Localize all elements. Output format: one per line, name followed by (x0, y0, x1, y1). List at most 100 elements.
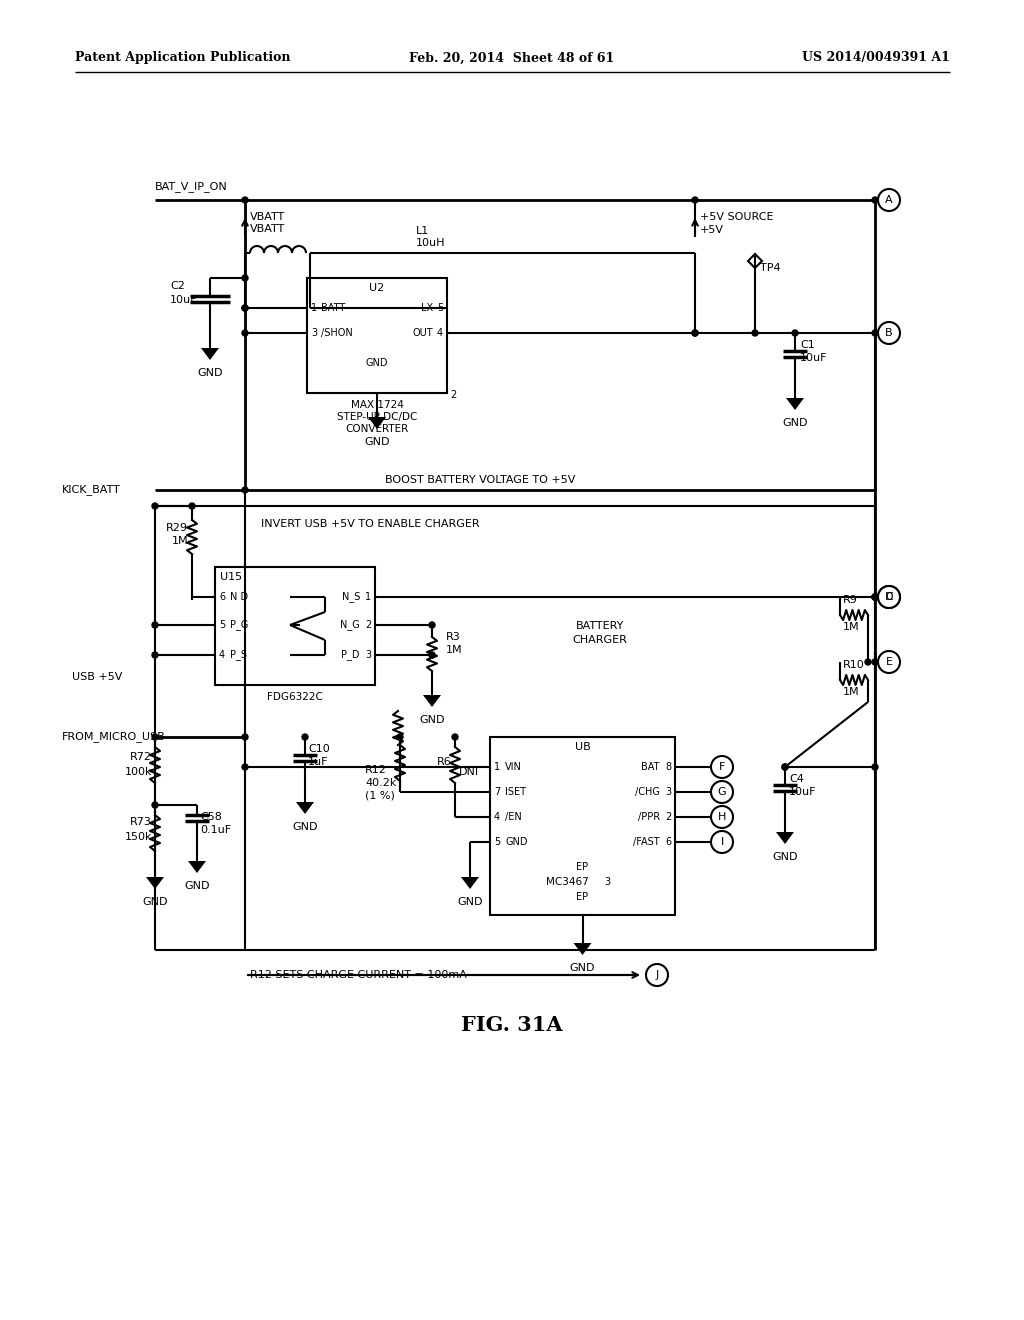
Bar (490, 737, 675, 915)
Text: 4: 4 (494, 812, 500, 822)
Circle shape (302, 734, 308, 741)
Text: GND: GND (569, 964, 595, 973)
Polygon shape (786, 399, 804, 411)
Text: GND: GND (505, 837, 527, 847)
Text: 100k: 100k (125, 767, 152, 777)
Text: N D: N D (230, 591, 248, 602)
Text: J: J (655, 970, 658, 979)
Text: 10uH: 10uH (416, 238, 445, 248)
Text: VBATT: VBATT (250, 224, 286, 234)
Text: OUT: OUT (413, 327, 433, 338)
Polygon shape (201, 348, 219, 360)
Circle shape (152, 734, 158, 741)
Text: 10uF: 10uF (170, 294, 198, 305)
Text: C4: C4 (790, 774, 804, 784)
Text: 4: 4 (219, 649, 225, 660)
Circle shape (692, 197, 698, 203)
Text: MAX 1724: MAX 1724 (350, 400, 403, 411)
Circle shape (865, 659, 871, 665)
Text: U2: U2 (370, 282, 385, 293)
Polygon shape (368, 417, 386, 429)
Text: 40.2k: 40.2k (365, 777, 396, 788)
Text: N_S: N_S (342, 591, 360, 602)
Text: L1: L1 (416, 226, 429, 236)
Text: 4: 4 (437, 327, 443, 338)
Text: 3: 3 (365, 649, 371, 660)
Text: LX: LX (421, 304, 433, 313)
Text: 3: 3 (665, 787, 671, 797)
Text: 1M: 1M (843, 686, 859, 697)
Circle shape (878, 189, 900, 211)
Circle shape (152, 622, 158, 628)
Text: 1uF: 1uF (308, 756, 329, 767)
Circle shape (711, 756, 733, 777)
Circle shape (878, 586, 900, 609)
Circle shape (429, 652, 435, 657)
Text: EP: EP (577, 862, 589, 873)
Text: Feb. 20, 2014  Sheet 48 of 61: Feb. 20, 2014 Sheet 48 of 61 (410, 51, 614, 65)
Circle shape (872, 594, 878, 601)
Text: KICK_BATT: KICK_BATT (62, 484, 121, 495)
Text: /SHON: /SHON (321, 327, 352, 338)
Text: FROM_MICRO_USB: FROM_MICRO_USB (62, 731, 166, 742)
Text: BATT: BATT (321, 304, 345, 313)
Text: GND: GND (419, 715, 444, 725)
Text: 1M: 1M (171, 536, 188, 546)
Text: /EN: /EN (505, 812, 522, 822)
Text: R9: R9 (843, 595, 858, 605)
Text: 0.1uF: 0.1uF (200, 825, 231, 836)
Circle shape (242, 197, 248, 203)
Circle shape (872, 197, 878, 203)
Bar (307, 279, 447, 393)
Text: 5: 5 (437, 304, 443, 313)
Text: 2: 2 (665, 812, 671, 822)
Circle shape (711, 807, 733, 828)
Text: +5V: +5V (700, 224, 724, 235)
Circle shape (692, 330, 698, 337)
Text: B: B (885, 327, 893, 338)
Text: E: E (886, 657, 893, 667)
Circle shape (872, 594, 878, 601)
Polygon shape (748, 253, 762, 268)
Text: US 2014/0049391 A1: US 2014/0049391 A1 (802, 51, 950, 65)
Polygon shape (296, 803, 314, 814)
Circle shape (429, 622, 435, 628)
Text: 1: 1 (365, 591, 371, 602)
Circle shape (152, 503, 158, 510)
Text: 2: 2 (365, 620, 371, 630)
Text: 8: 8 (665, 762, 671, 772)
Text: TP4: TP4 (760, 263, 780, 273)
Polygon shape (423, 696, 441, 708)
Text: 1M: 1M (446, 645, 463, 655)
Circle shape (152, 652, 158, 657)
Text: VBATT: VBATT (250, 213, 286, 222)
Circle shape (242, 305, 248, 312)
Circle shape (878, 322, 900, 345)
Text: 3: 3 (604, 876, 610, 887)
Circle shape (242, 330, 248, 337)
Text: GND: GND (198, 368, 223, 378)
Text: 1M: 1M (843, 622, 859, 632)
Text: C10: C10 (308, 744, 330, 754)
Circle shape (792, 330, 798, 337)
Text: N_G: N_G (340, 619, 360, 631)
Polygon shape (188, 861, 206, 873)
Text: CHARGER: CHARGER (572, 635, 628, 645)
Polygon shape (776, 832, 794, 843)
Circle shape (782, 764, 788, 770)
Polygon shape (461, 876, 479, 888)
Text: 3: 3 (311, 327, 317, 338)
Text: BOOST BATTERY VOLTAGE TO +5V: BOOST BATTERY VOLTAGE TO +5V (385, 475, 575, 484)
Circle shape (872, 659, 878, 665)
Text: GND: GND (292, 822, 317, 832)
Text: C: C (885, 591, 893, 602)
Polygon shape (573, 942, 592, 954)
Text: C58: C58 (200, 812, 222, 822)
Circle shape (711, 832, 733, 853)
Text: GND: GND (142, 898, 168, 907)
Bar (215, 568, 375, 685)
Text: USB +5V: USB +5V (72, 672, 122, 682)
Text: INVERT USB +5V TO ENABLE CHARGER: INVERT USB +5V TO ENABLE CHARGER (261, 519, 479, 529)
Text: 6: 6 (665, 837, 671, 847)
Text: 7: 7 (494, 787, 501, 797)
